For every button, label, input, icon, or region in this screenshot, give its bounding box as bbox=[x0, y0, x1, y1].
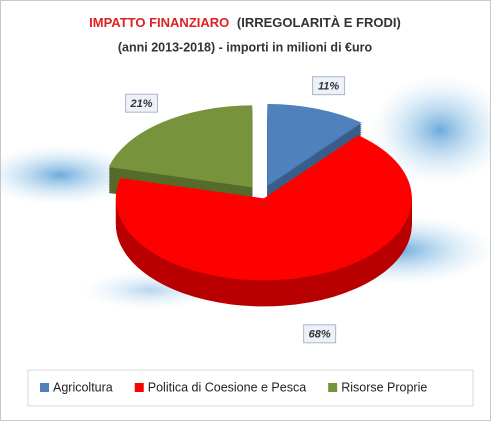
slice bbox=[267, 103, 362, 186]
data-label: 11% bbox=[318, 81, 339, 93]
legend-swatch bbox=[40, 383, 49, 392]
legend: Agricoltura Politica di Coesione e Pesca R… bbox=[40, 380, 427, 394]
data-label-box bbox=[312, 76, 346, 96]
legend-label: Agricoltura bbox=[53, 380, 113, 394]
chart-subtitle: (anni 2013-2018) - importi in milioni di… bbox=[118, 40, 373, 54]
slice bbox=[115, 135, 412, 281]
data-label: 68% bbox=[309, 329, 331, 341]
background-wave bbox=[370, 75, 491, 185]
legend-swatch bbox=[134, 383, 144, 392]
legend-swatch bbox=[328, 383, 338, 392]
slice bbox=[108, 105, 253, 188]
legend-label: Politica di Coesione e Pesca bbox=[148, 380, 306, 394]
legend-box bbox=[27, 369, 474, 407]
data-label-box bbox=[125, 93, 159, 113]
chart-title: IMPATTO FINANZIARO (IRREGOLARITÀ E FRODI… bbox=[89, 15, 401, 30]
background-wave bbox=[0, 145, 140, 205]
pie: 11% 68% 21% bbox=[108, 76, 412, 344]
title-part: IMPATTO FINANZIARO bbox=[89, 15, 229, 30]
data-label-box bbox=[303, 324, 337, 344]
data-label: 21% bbox=[130, 98, 153, 110]
title-part: (IRREGOLARITÀ E FRODI) bbox=[237, 15, 401, 30]
legend-label: Risorse Proprie bbox=[341, 380, 427, 394]
